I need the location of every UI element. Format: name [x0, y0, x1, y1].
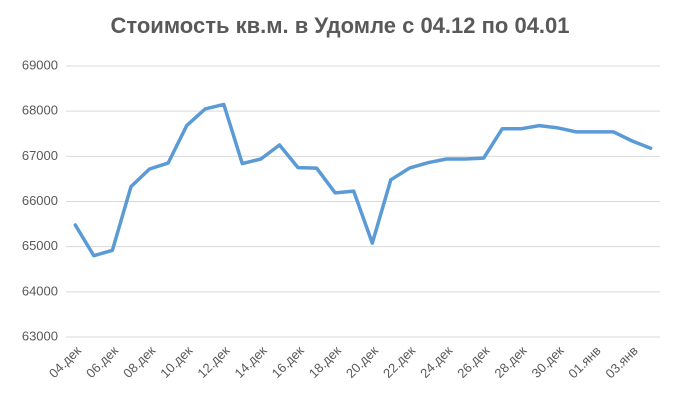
y-tick-label: 64000: [22, 283, 58, 298]
chart-title: Стоимость кв.м. в Удомле с 04.12 по 04.0…: [110, 13, 569, 38]
y-tick-label: 69000: [22, 57, 58, 72]
x-tick-label: 10.дек: [157, 343, 195, 381]
x-tick-label: 26.дек: [454, 343, 492, 381]
x-tick-label: 01.янв: [565, 343, 603, 381]
x-tick-label: 28.дек: [491, 343, 529, 381]
y-tick-label: 65000: [22, 238, 58, 253]
x-tick-label: 30.дек: [529, 343, 567, 381]
x-tick-label: 18.дек: [306, 343, 344, 381]
x-tick-label: 04.дек: [46, 343, 84, 381]
y-tick-label: 66000: [22, 193, 58, 208]
x-tick-label: 14.дек: [232, 343, 270, 381]
y-tick-label: 63000: [22, 328, 58, 343]
x-tick-label: 22.дек: [380, 343, 418, 381]
x-tick-label: 08.дек: [120, 343, 158, 381]
x-tick-label: 06.дек: [83, 343, 121, 381]
x-tick-label: 20.дек: [343, 343, 381, 381]
x-tick-label: 03.янв: [602, 343, 640, 381]
x-tick-label: 16.дек: [269, 343, 307, 381]
y-tick-label: 67000: [22, 148, 58, 163]
y-tick-label: 68000: [22, 103, 58, 118]
line-series: [73, 102, 653, 258]
x-tick-label: 12.дек: [194, 343, 232, 381]
x-tick-label: 24.дек: [417, 343, 455, 381]
